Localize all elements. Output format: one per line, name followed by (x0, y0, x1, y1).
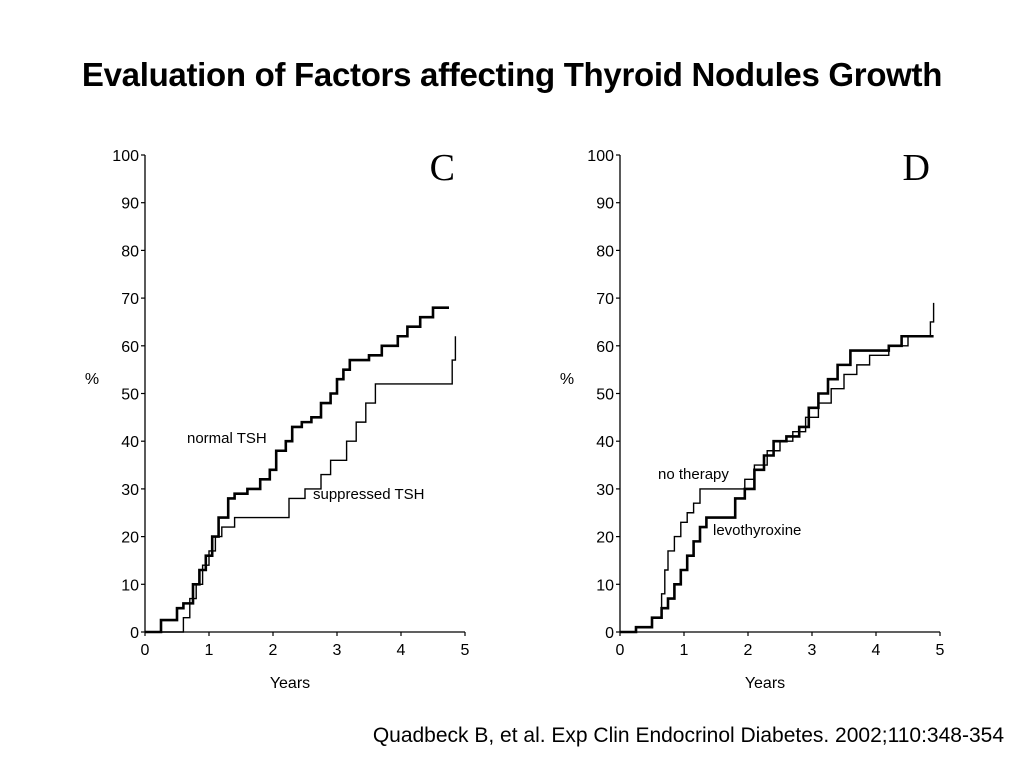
y-tick-label: 40 (596, 434, 614, 451)
y-axis-label: % (560, 371, 574, 388)
y-tick-label: 50 (596, 387, 614, 404)
x-tick-label: 1 (680, 642, 689, 659)
kaplan-meier-chart-c: 0 10 20 30 40 50 60 70 80 90 100 0 1 2 3 4 5 Years% Cnorma… (85, 147, 470, 692)
slide-title: Evaluation of Factors affecting Thyroid … (81, 56, 943, 93)
x-tick-label: 1 (205, 642, 214, 659)
y-tick-label: 60 (596, 339, 614, 356)
y-tick-label: 10 (121, 577, 139, 594)
series-label-normal-tsh: normal TSH (187, 430, 267, 447)
citation: Quadbeck B, et al. Exp Clin Endocrinol D… (372, 724, 1004, 747)
series-label-levothyroxine: levothyroxine (713, 522, 801, 539)
x-axis-label: Years (270, 675, 310, 692)
series-line-no-therapy (620, 302, 935, 633)
y-tick-label: 80 (596, 243, 614, 260)
x-tick-label: 3 (333, 642, 342, 659)
y-tick-label: 0 (130, 625, 139, 642)
x-tick-label: 2 (269, 642, 278, 659)
x-tick-label: 4 (872, 642, 881, 659)
kaplan-meier-chart-d: 0 10 20 30 40 50 60 70 80 90 100 0 1 2 3 4 5 Years% Dno th… (560, 147, 945, 692)
series-line-levothyroxine (620, 334, 934, 634)
y-tick-label: 70 (596, 291, 614, 308)
series-label-suppressed-tsh: suppressed TSH (313, 486, 424, 503)
x-axis-label: Years (745, 675, 785, 692)
y-tick-label: 20 (596, 530, 614, 547)
panel-letter: D (903, 147, 930, 189)
x-tick-label: 3 (808, 642, 817, 659)
y-tick-label: 50 (121, 387, 139, 404)
x-tick-label: 0 (616, 642, 625, 659)
y-tick-label: 10 (596, 577, 614, 594)
x-tick-label: 2 (744, 642, 753, 659)
series-label-no-therapy: no therapy (658, 466, 729, 483)
y-tick-label: 20 (121, 530, 139, 547)
y-tick-label: 90 (121, 196, 139, 213)
series-line-normal-tsh (145, 306, 449, 634)
y-tick-label: 70 (121, 291, 139, 308)
x-tick-label: 4 (397, 642, 406, 659)
series-line-suppressed-tsh (145, 336, 457, 633)
y-tick-label: 0 (605, 625, 614, 642)
y-tick-label: 30 (596, 482, 614, 499)
y-tick-label: 60 (121, 339, 139, 356)
y-axis-label: % (85, 371, 99, 388)
x-tick-label: 5 (461, 642, 470, 659)
x-tick-label: 5 (936, 642, 945, 659)
y-tick-label: 100 (587, 148, 614, 165)
y-tick-label: 100 (112, 148, 139, 165)
y-tick-label: 80 (121, 243, 139, 260)
y-tick-label: 90 (596, 196, 614, 213)
panel-letter: C (430, 147, 455, 189)
x-tick-label: 0 (141, 642, 150, 659)
y-tick-label: 40 (121, 434, 139, 451)
y-tick-label: 30 (121, 482, 139, 499)
